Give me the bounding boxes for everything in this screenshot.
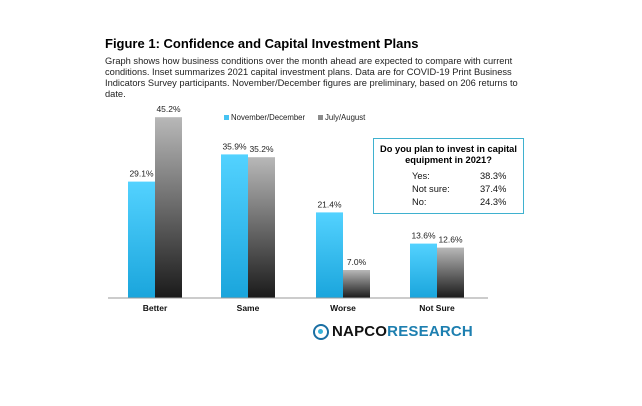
x-tick-label: Worse [330,303,356,313]
chart-subtitle: Graph shows how business conditions over… [105,56,518,99]
inset-value: 24.3% [480,197,507,207]
x-tick-label: Better [143,303,168,313]
napco-logo-icon [313,323,329,340]
bar [155,117,182,298]
bar-value-label: 7.0% [347,257,367,267]
bar [437,247,464,298]
bar-value-label: 29.1% [129,169,154,179]
inset-row-no: No: 24.3% [380,196,517,209]
inset-row-not-sure: Not sure: 37.4% [380,183,517,196]
inset-label: No: [412,197,427,207]
bar-value-label: 21.4% [317,199,342,209]
chart-legend: November/December July/August [224,113,366,122]
bar-value-label: 13.6% [411,231,436,241]
bar [128,181,155,298]
chart-title: Figure 1: Confidence and Capital Investm… [105,36,419,51]
legend-label: November/December [231,113,306,122]
inset-rows: Yes: 38.3% Not sure: 37.4% No: 24.3% [380,170,517,209]
bar [410,243,437,298]
legend-swatch [318,115,323,120]
inset-question: Do you plan to invest in capital equipme… [380,144,517,165]
bar [221,154,248,298]
bar [316,212,343,298]
logo-text-napco: NAPCO [332,323,388,340]
bar [343,270,370,298]
x-axis-ticks: Better Same Worse Not Sure [143,303,455,313]
inset-box: Do you plan to invest in capital equipme… [373,138,524,214]
bar-value-label: 35.9% [222,141,247,151]
napco-research-logo: NAPCO RESEARCH [313,323,473,340]
bar-value-label: 35.2% [249,144,274,154]
bar-value-label: 45.2% [156,104,181,114]
inset-label: Not sure: [412,184,450,194]
legend-swatch [224,115,229,120]
x-tick-label: Not Sure [419,303,455,313]
inset-value: 38.3% [480,171,507,181]
x-tick-label: Same [237,303,260,313]
inset-label: Yes: [412,171,430,181]
bar-value-label: 12.6% [438,235,463,245]
legend-label: July/August [325,113,366,122]
bar [248,157,275,298]
bar-group: 29.1% 45.2% 35.9% 35.2% 21.4% 7.0% 13.6% 12.6% [128,104,464,298]
logo-text-research: RESEARCH [387,323,473,340]
inset-value: 37.4% [480,184,507,194]
inset-row-yes: Yes: 38.3% [380,170,517,183]
